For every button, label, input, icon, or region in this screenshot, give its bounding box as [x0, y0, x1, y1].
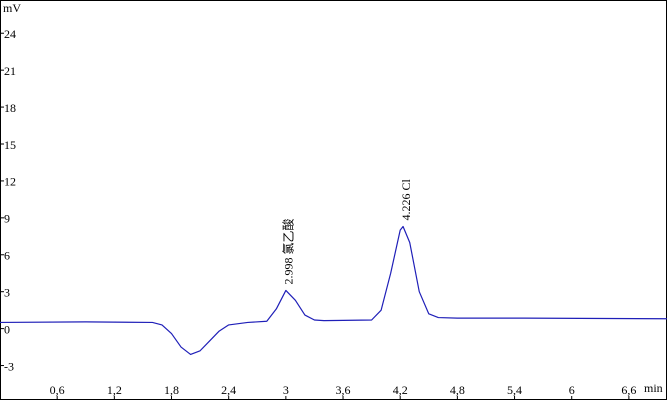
x-tick-label: 5,4: [507, 383, 522, 397]
x-tick-label: 1,2: [107, 383, 122, 397]
y-tick-label: 21: [4, 64, 16, 78]
x-tick-label: 6: [569, 383, 575, 397]
x-axis-label: min: [644, 381, 663, 395]
x-tick-label: 4,8: [450, 383, 465, 397]
x-tick-label: 3: [283, 383, 289, 397]
y-tick-label: 24: [4, 27, 16, 41]
trace-line: [0, 225, 668, 356]
peak-label: 4.226 Cl: [399, 178, 413, 220]
y-tick-label: 0: [4, 322, 10, 336]
peak-label: 2.998 氯乙酸: [281, 218, 296, 284]
y-tick-label: 15: [4, 138, 16, 152]
x-tick-label: 4,2: [393, 383, 408, 397]
y-tick-label: 18: [4, 101, 16, 115]
x-tick-label: 2,4: [221, 383, 236, 397]
x-tick-label: 6,6: [621, 383, 636, 397]
y-tick-label: -3: [4, 359, 14, 373]
y-tick-label: 9: [4, 212, 10, 226]
x-tick-label: 3,6: [336, 383, 351, 397]
x-tick-label: 0,6: [50, 383, 65, 397]
y-tick-label: 3: [4, 285, 10, 299]
x-tick-label: 1,8: [164, 383, 179, 397]
y-tick-label: 12: [4, 175, 16, 189]
y-axis-label: mV: [3, 1, 21, 15]
y-tick-label: 6: [4, 249, 10, 263]
